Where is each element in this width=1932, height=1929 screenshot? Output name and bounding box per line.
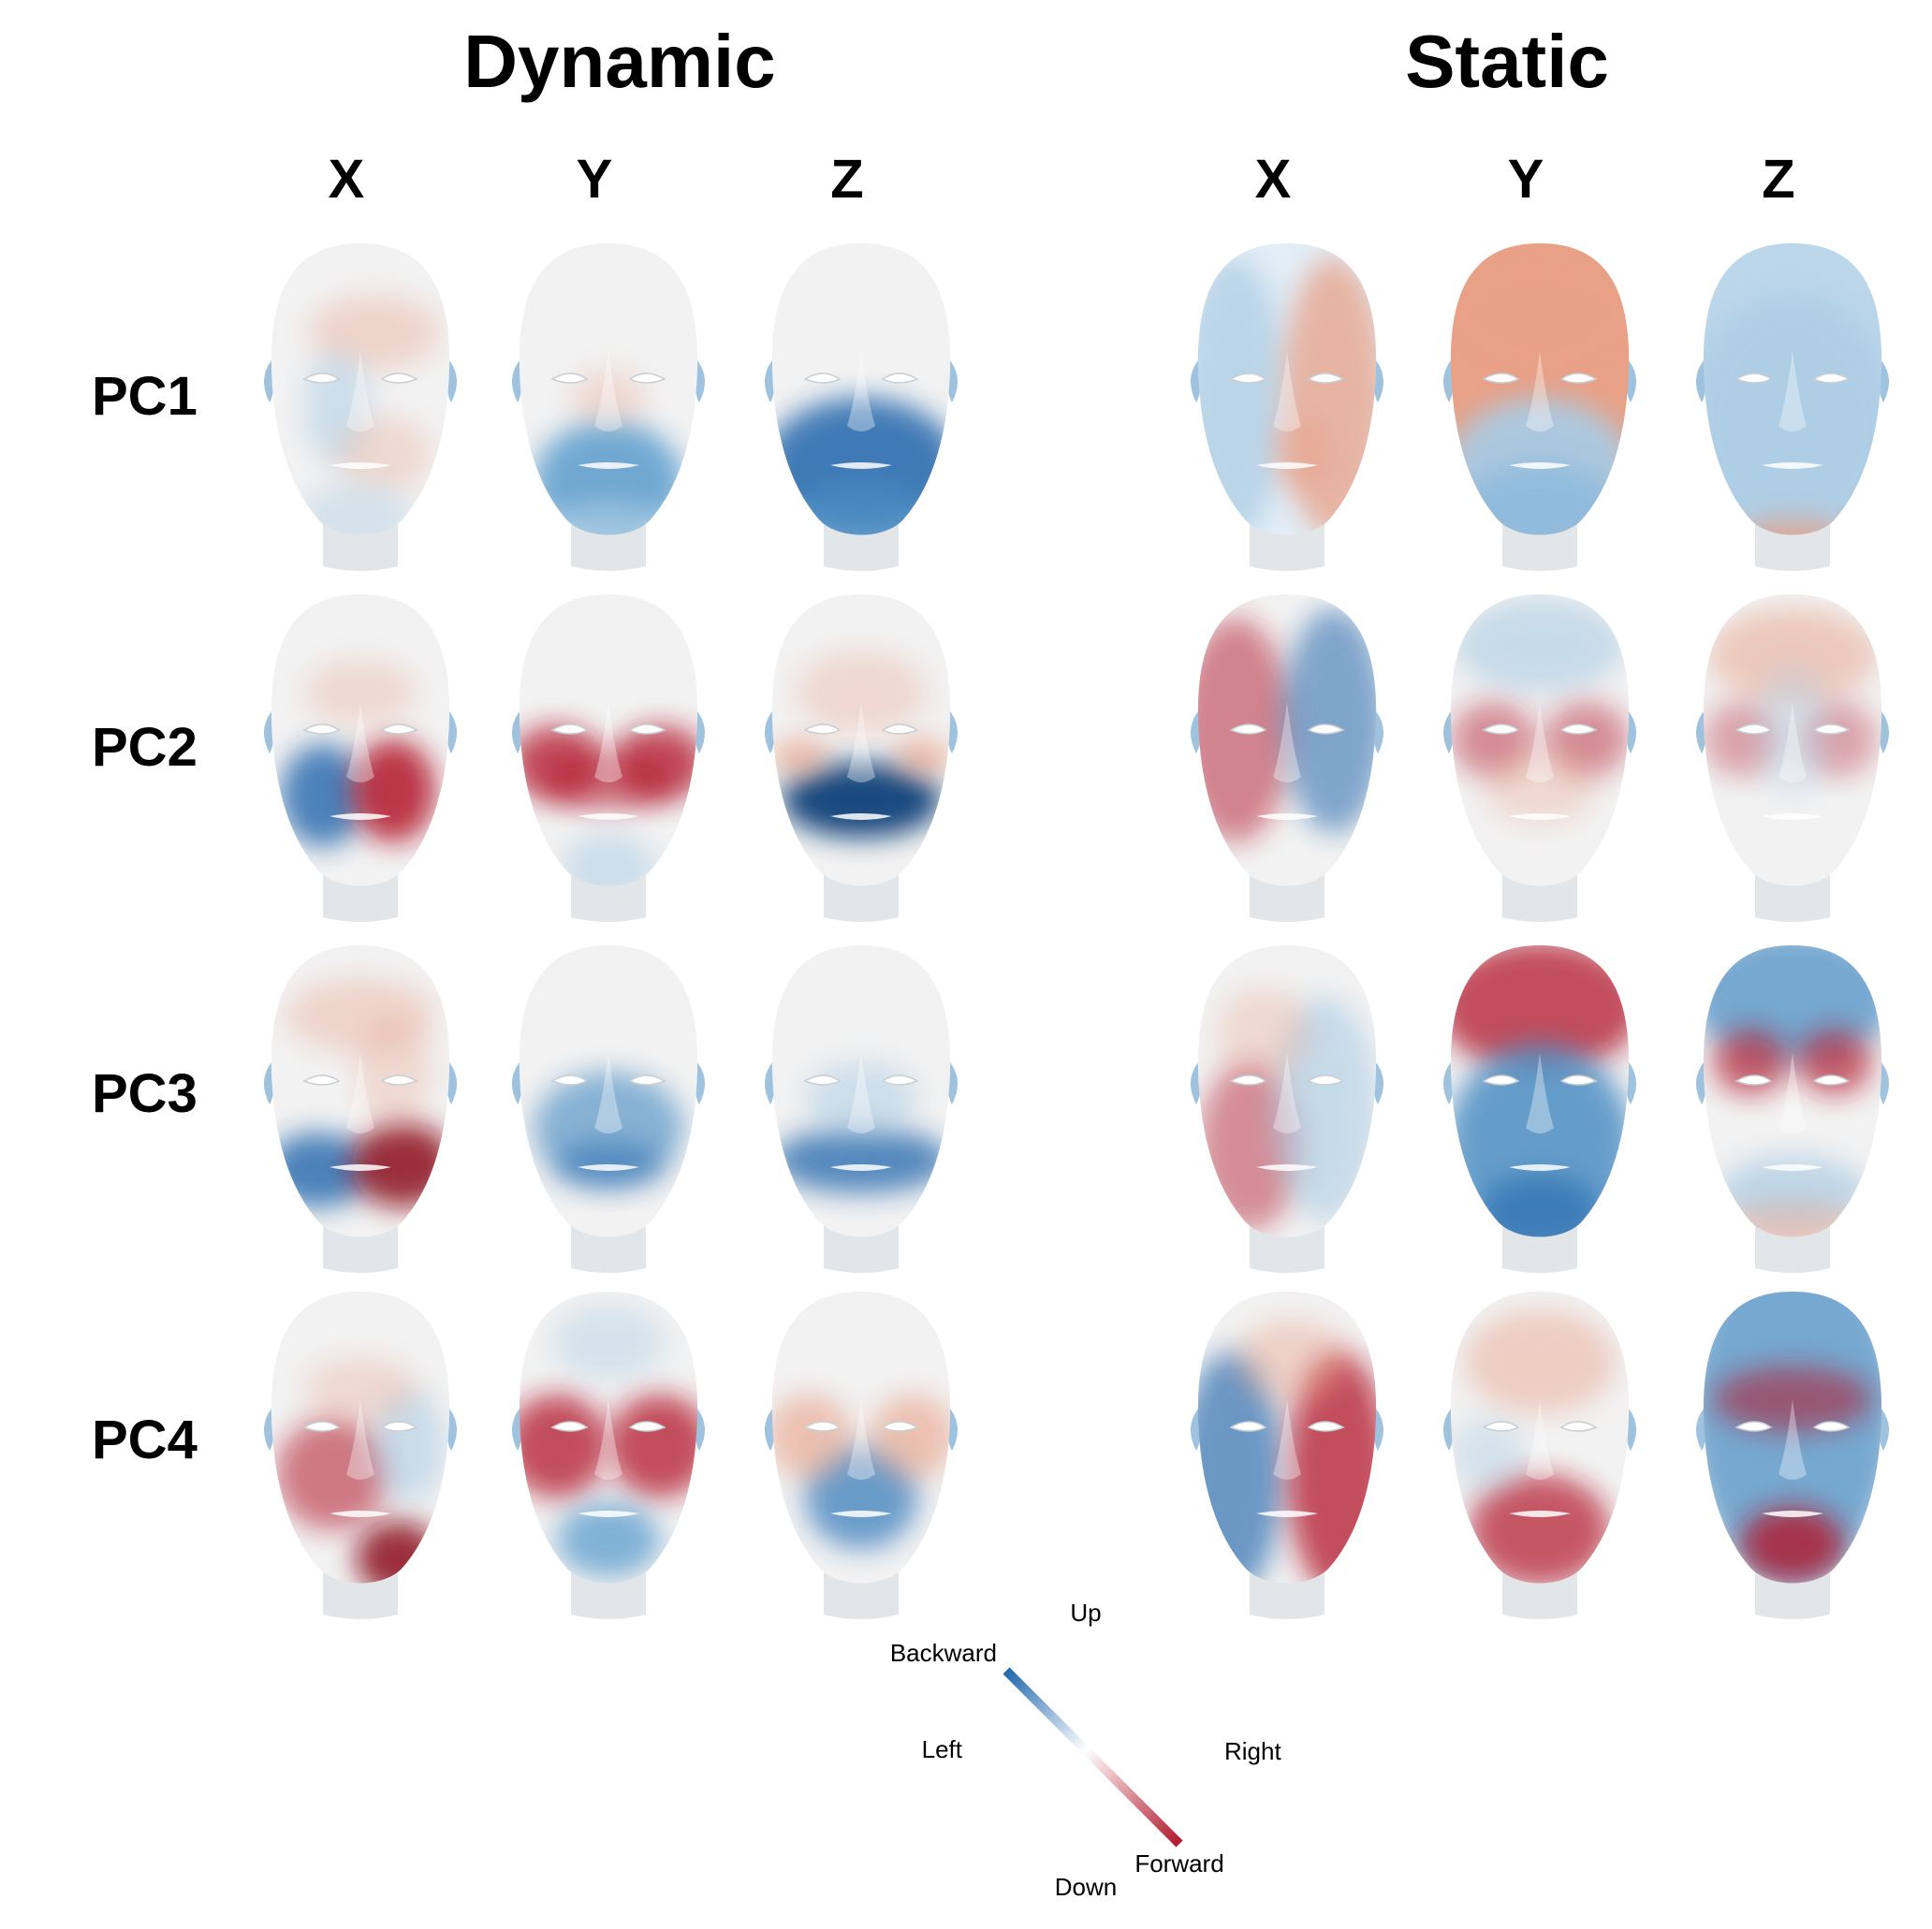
face-map-static-y-pc3	[1432, 941, 1647, 1278]
legend-up-label: Up	[1070, 1599, 1101, 1627]
face-map-dynamic-y-pc2	[501, 590, 716, 927]
face-map-static-z-pc3	[1685, 941, 1900, 1278]
row-label-pc4: PC4	[92, 1410, 198, 1470]
face-map-static-x-pc4	[1179, 1287, 1395, 1624]
face-map-dynamic-z-pc4	[754, 1287, 969, 1624]
face-map-static-y-pc2	[1432, 590, 1647, 927]
face-map-static-y-pc1	[1432, 239, 1647, 576]
face-map-dynamic-z-pc2	[754, 590, 969, 927]
face-map-static-x-pc1	[1179, 239, 1395, 576]
legend-forward-arrow	[1082, 1746, 1183, 1848]
static-title: Static	[1405, 20, 1609, 103]
legend-backward-arrow	[1003, 1667, 1090, 1754]
face-map-static-z-pc1	[1685, 239, 1900, 576]
face-map-dynamic-y-pc4	[501, 1287, 716, 1624]
face-map-dynamic-y-pc1	[501, 239, 716, 576]
dynamic-title: Dynamic	[463, 20, 776, 103]
row-label-pc2: PC2	[92, 717, 198, 778]
face-map-dynamic-x-pc1	[253, 239, 468, 576]
face-map-dynamic-y-pc3	[501, 941, 716, 1278]
static-axis-x-label: X	[1254, 149, 1292, 210]
face-map-static-z-pc4	[1685, 1287, 1900, 1624]
dynamic-axis-y-label: Y	[576, 149, 613, 210]
face-map-dynamic-x-pc2	[253, 590, 468, 927]
face-map-static-x-pc3	[1179, 941, 1395, 1278]
dynamic-axis-z-label: Z	[830, 149, 864, 210]
face-map-dynamic-x-pc4	[253, 1287, 468, 1624]
legend-right-label: Right	[1224, 1737, 1281, 1765]
static-axis-y-label: Y	[1507, 149, 1544, 210]
legend-left-label: Left	[922, 1735, 963, 1763]
face-map-static-y-pc4	[1432, 1287, 1647, 1624]
direction-legend: Up Down Left Right Backward Forward	[861, 1586, 1310, 1923]
face-map-static-z-pc2	[1685, 590, 1900, 927]
legend-backward-label: Backward	[890, 1639, 997, 1667]
face-map-static-x-pc2	[1179, 590, 1395, 927]
face-map-dynamic-z-pc3	[754, 941, 969, 1278]
face-map-dynamic-x-pc3	[253, 941, 468, 1278]
row-label-pc1: PC1	[92, 366, 198, 427]
row-label-pc3: PC3	[92, 1063, 198, 1124]
static-axis-z-label: Z	[1762, 149, 1795, 210]
dynamic-axis-x-label: X	[328, 149, 365, 210]
legend-forward-label: Forward	[1134, 1849, 1223, 1878]
face-map-dynamic-z-pc1	[754, 239, 969, 576]
legend-down-label: Down	[1055, 1873, 1117, 1901]
